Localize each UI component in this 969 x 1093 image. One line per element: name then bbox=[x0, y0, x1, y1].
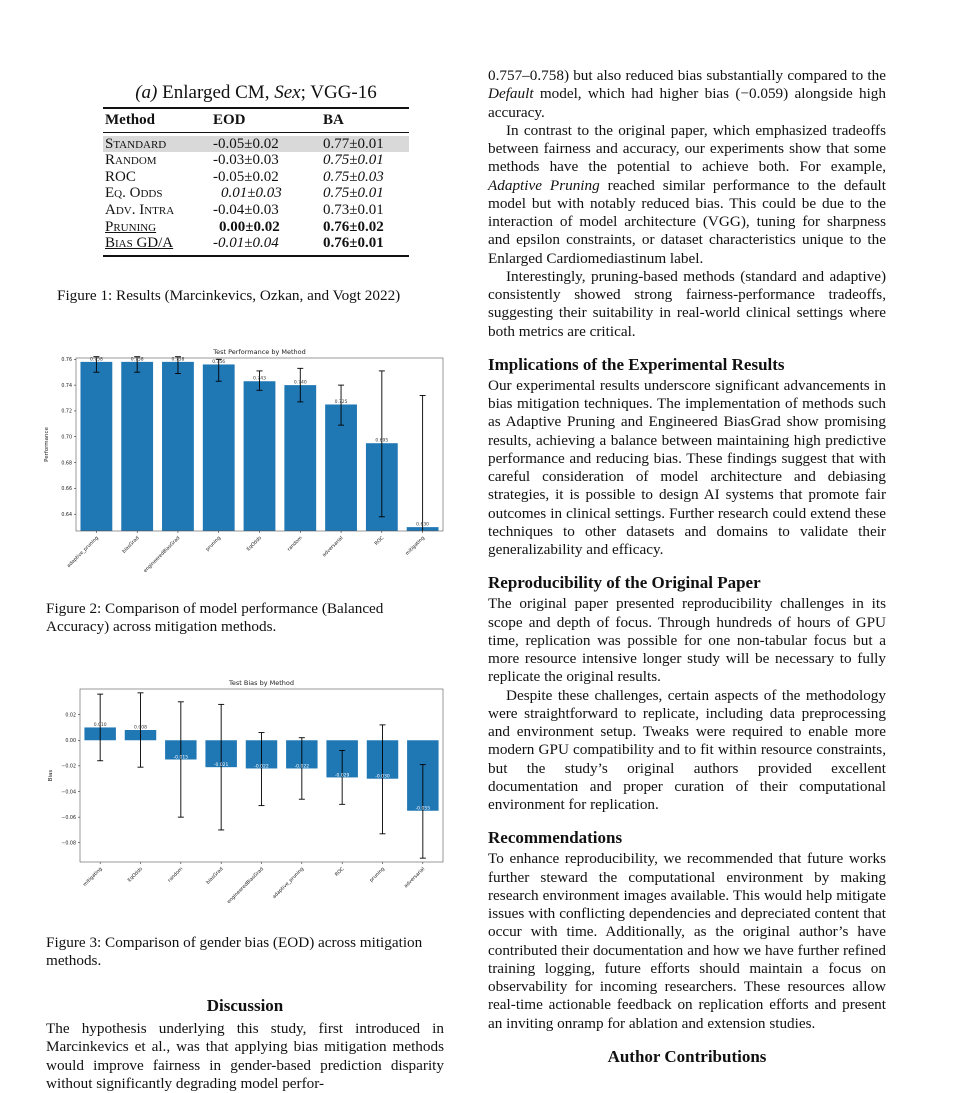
data-label: 0.725 bbox=[335, 399, 348, 405]
y-tick-label: 0.66 bbox=[61, 486, 72, 492]
table-row: Standard -0.05±0.02 0.77±0.01 bbox=[103, 135, 409, 153]
data-label: -0.030 bbox=[375, 774, 390, 780]
bar bbox=[243, 381, 276, 531]
chart-title: Test Performance by Method bbox=[212, 348, 306, 356]
table-row: Eq. Odds 0.01±0.03 0.75±0.01 bbox=[105, 185, 384, 202]
plot-frame bbox=[79, 688, 444, 863]
data-label: 0.740 bbox=[294, 380, 307, 386]
results-table: Method EOD BA Standard -0.05±0.02 0.77±0… bbox=[103, 109, 409, 252]
y-tick-label: 0.64 bbox=[61, 512, 72, 518]
bar bbox=[80, 361, 113, 531]
x-tick-label: adaptive_pruning bbox=[271, 866, 305, 900]
y-tick-label: 0.68 bbox=[61, 460, 72, 466]
section-heading: Reproducibility of the Original Paper bbox=[488, 573, 761, 593]
y-tick-label: 0.72 bbox=[61, 409, 72, 415]
bias-chart: Test Bias by Method Bias 0.010 mitigating 0.… bbox=[48, 679, 444, 905]
x-tick-label: EqOdds bbox=[246, 535, 264, 553]
figure2-caption: Figure 2: Comparison of model performanc… bbox=[46, 600, 384, 636]
x-tick-label: engineeredBiasGrad bbox=[226, 866, 265, 905]
data-label: 0.758 bbox=[131, 356, 144, 362]
table-row: Bias GD/A -0.01±0.04 0.76±0.01 bbox=[105, 235, 384, 252]
data-label: -0.022 bbox=[295, 763, 310, 769]
paragraph: Interestingly, pruning-based methods (st… bbox=[488, 267, 886, 340]
y-tick-label: 0.02 bbox=[65, 712, 76, 718]
paragraph: In contrast to the original paper, which… bbox=[488, 121, 886, 267]
data-label: 0.695 bbox=[375, 438, 388, 444]
x-tick-label: pruning bbox=[205, 535, 222, 552]
y-tick-label: 0.00 bbox=[65, 738, 76, 744]
data-label: -0.021 bbox=[214, 762, 229, 768]
data-label: 0.758 bbox=[90, 356, 103, 362]
section-heading: Recommendations bbox=[488, 828, 623, 848]
data-label: -0.015 bbox=[174, 754, 189, 760]
x-tick-label: biasGrad bbox=[205, 866, 224, 885]
x-tick-label: random bbox=[286, 535, 304, 553]
y-tick-label: −0.08 bbox=[61, 841, 76, 847]
right-column: 0.757–0.758) but also reduced bias subst… bbox=[488, 67, 886, 1067]
x-tick-label: ROC bbox=[334, 866, 346, 878]
section-heading: Author Contributions bbox=[607, 1046, 767, 1066]
paragraph: To enhance reproducibility, we recommend… bbox=[488, 850, 886, 1032]
table-row: Pruning 0.00±0.02 0.76±0.02 bbox=[105, 218, 384, 235]
x-tick-label: mitigating bbox=[404, 535, 426, 557]
data-label: 0.743 bbox=[253, 376, 266, 382]
x-tick-label: engineeredBiasGrad bbox=[143, 535, 182, 574]
data-label: -0.055 bbox=[416, 806, 431, 812]
paragraph: Despite these challenges, certain aspect… bbox=[488, 686, 886, 814]
bar bbox=[162, 361, 194, 531]
x-tick-label: mitigating bbox=[82, 866, 104, 888]
x-tick-label: biasGrad bbox=[121, 535, 140, 554]
data-label: 0.758 bbox=[171, 356, 184, 362]
y-tick-label: 0.70 bbox=[61, 435, 72, 441]
data-label: 0.630 bbox=[416, 522, 429, 528]
table-row: ROC -0.05±0.02 0.75±0.03 bbox=[105, 168, 384, 185]
figure1-caption: Figure 1: Results (Marcinkevics, Ozkan, … bbox=[57, 287, 401, 304]
y-tick-label: −0.06 bbox=[61, 815, 76, 821]
discussion-heading: Discussion bbox=[206, 996, 284, 1015]
data-label: -0.022 bbox=[254, 763, 269, 769]
paragraph: 0.757–0.758) but also reduced bias subst… bbox=[488, 67, 886, 121]
y-axis-label: Bias bbox=[48, 770, 54, 782]
bar bbox=[121, 361, 154, 531]
section-heading: Implications of the Experimental Results bbox=[488, 354, 785, 374]
x-tick-label: adaptive_pruning bbox=[66, 535, 100, 569]
bar bbox=[284, 385, 317, 531]
table-title: (a) Enlarged CM, Sex; VGG-16 bbox=[135, 82, 377, 103]
plot-frame bbox=[75, 357, 444, 532]
data-label: 0.008 bbox=[134, 725, 147, 731]
figure3-caption: Figure 3: Comparison of gender bias (EOD… bbox=[46, 934, 423, 970]
x-tick-label: ROC bbox=[374, 535, 386, 547]
y-tick-label: −0.02 bbox=[61, 764, 76, 770]
y-axis-label: Performance bbox=[44, 426, 50, 461]
y-tick-label: 0.76 bbox=[61, 357, 72, 363]
paragraph: The original paper presented reproducibi… bbox=[488, 595, 886, 686]
x-tick-label: EqOdds bbox=[127, 866, 145, 884]
data-label: 0.010 bbox=[94, 722, 107, 728]
bar bbox=[202, 364, 235, 531]
x-tick-label: adversarial bbox=[321, 535, 344, 558]
x-tick-label: random bbox=[167, 866, 185, 884]
table-header-row: Method EOD BA bbox=[105, 112, 344, 128]
table-row: Random -0.03±0.03 0.75±0.01 bbox=[105, 152, 384, 169]
table-row: Adv. Intra -0.04±0.03 0.73±0.01 bbox=[105, 201, 384, 218]
x-tick-label: pruning bbox=[369, 866, 386, 883]
discussion-paragraph: The hypothesis underlying this study, fi… bbox=[46, 1020, 444, 1092]
data-label: 0.756 bbox=[212, 359, 225, 365]
paragraph: Our experimental results underscore sign… bbox=[488, 376, 886, 558]
results-table-block: (a) Enlarged CM, Sex; VGG-16 Method EOD … bbox=[103, 80, 409, 257]
data-label: -0.029 bbox=[335, 772, 350, 778]
y-tick-label: −0.04 bbox=[61, 789, 76, 795]
performance-chart: Test Performance by Method Performance 0.7… bbox=[44, 348, 444, 574]
y-tick-label: 0.74 bbox=[61, 383, 72, 389]
chart-title: Test Bias by Method bbox=[228, 679, 294, 687]
x-tick-label: adversarial bbox=[403, 866, 426, 889]
